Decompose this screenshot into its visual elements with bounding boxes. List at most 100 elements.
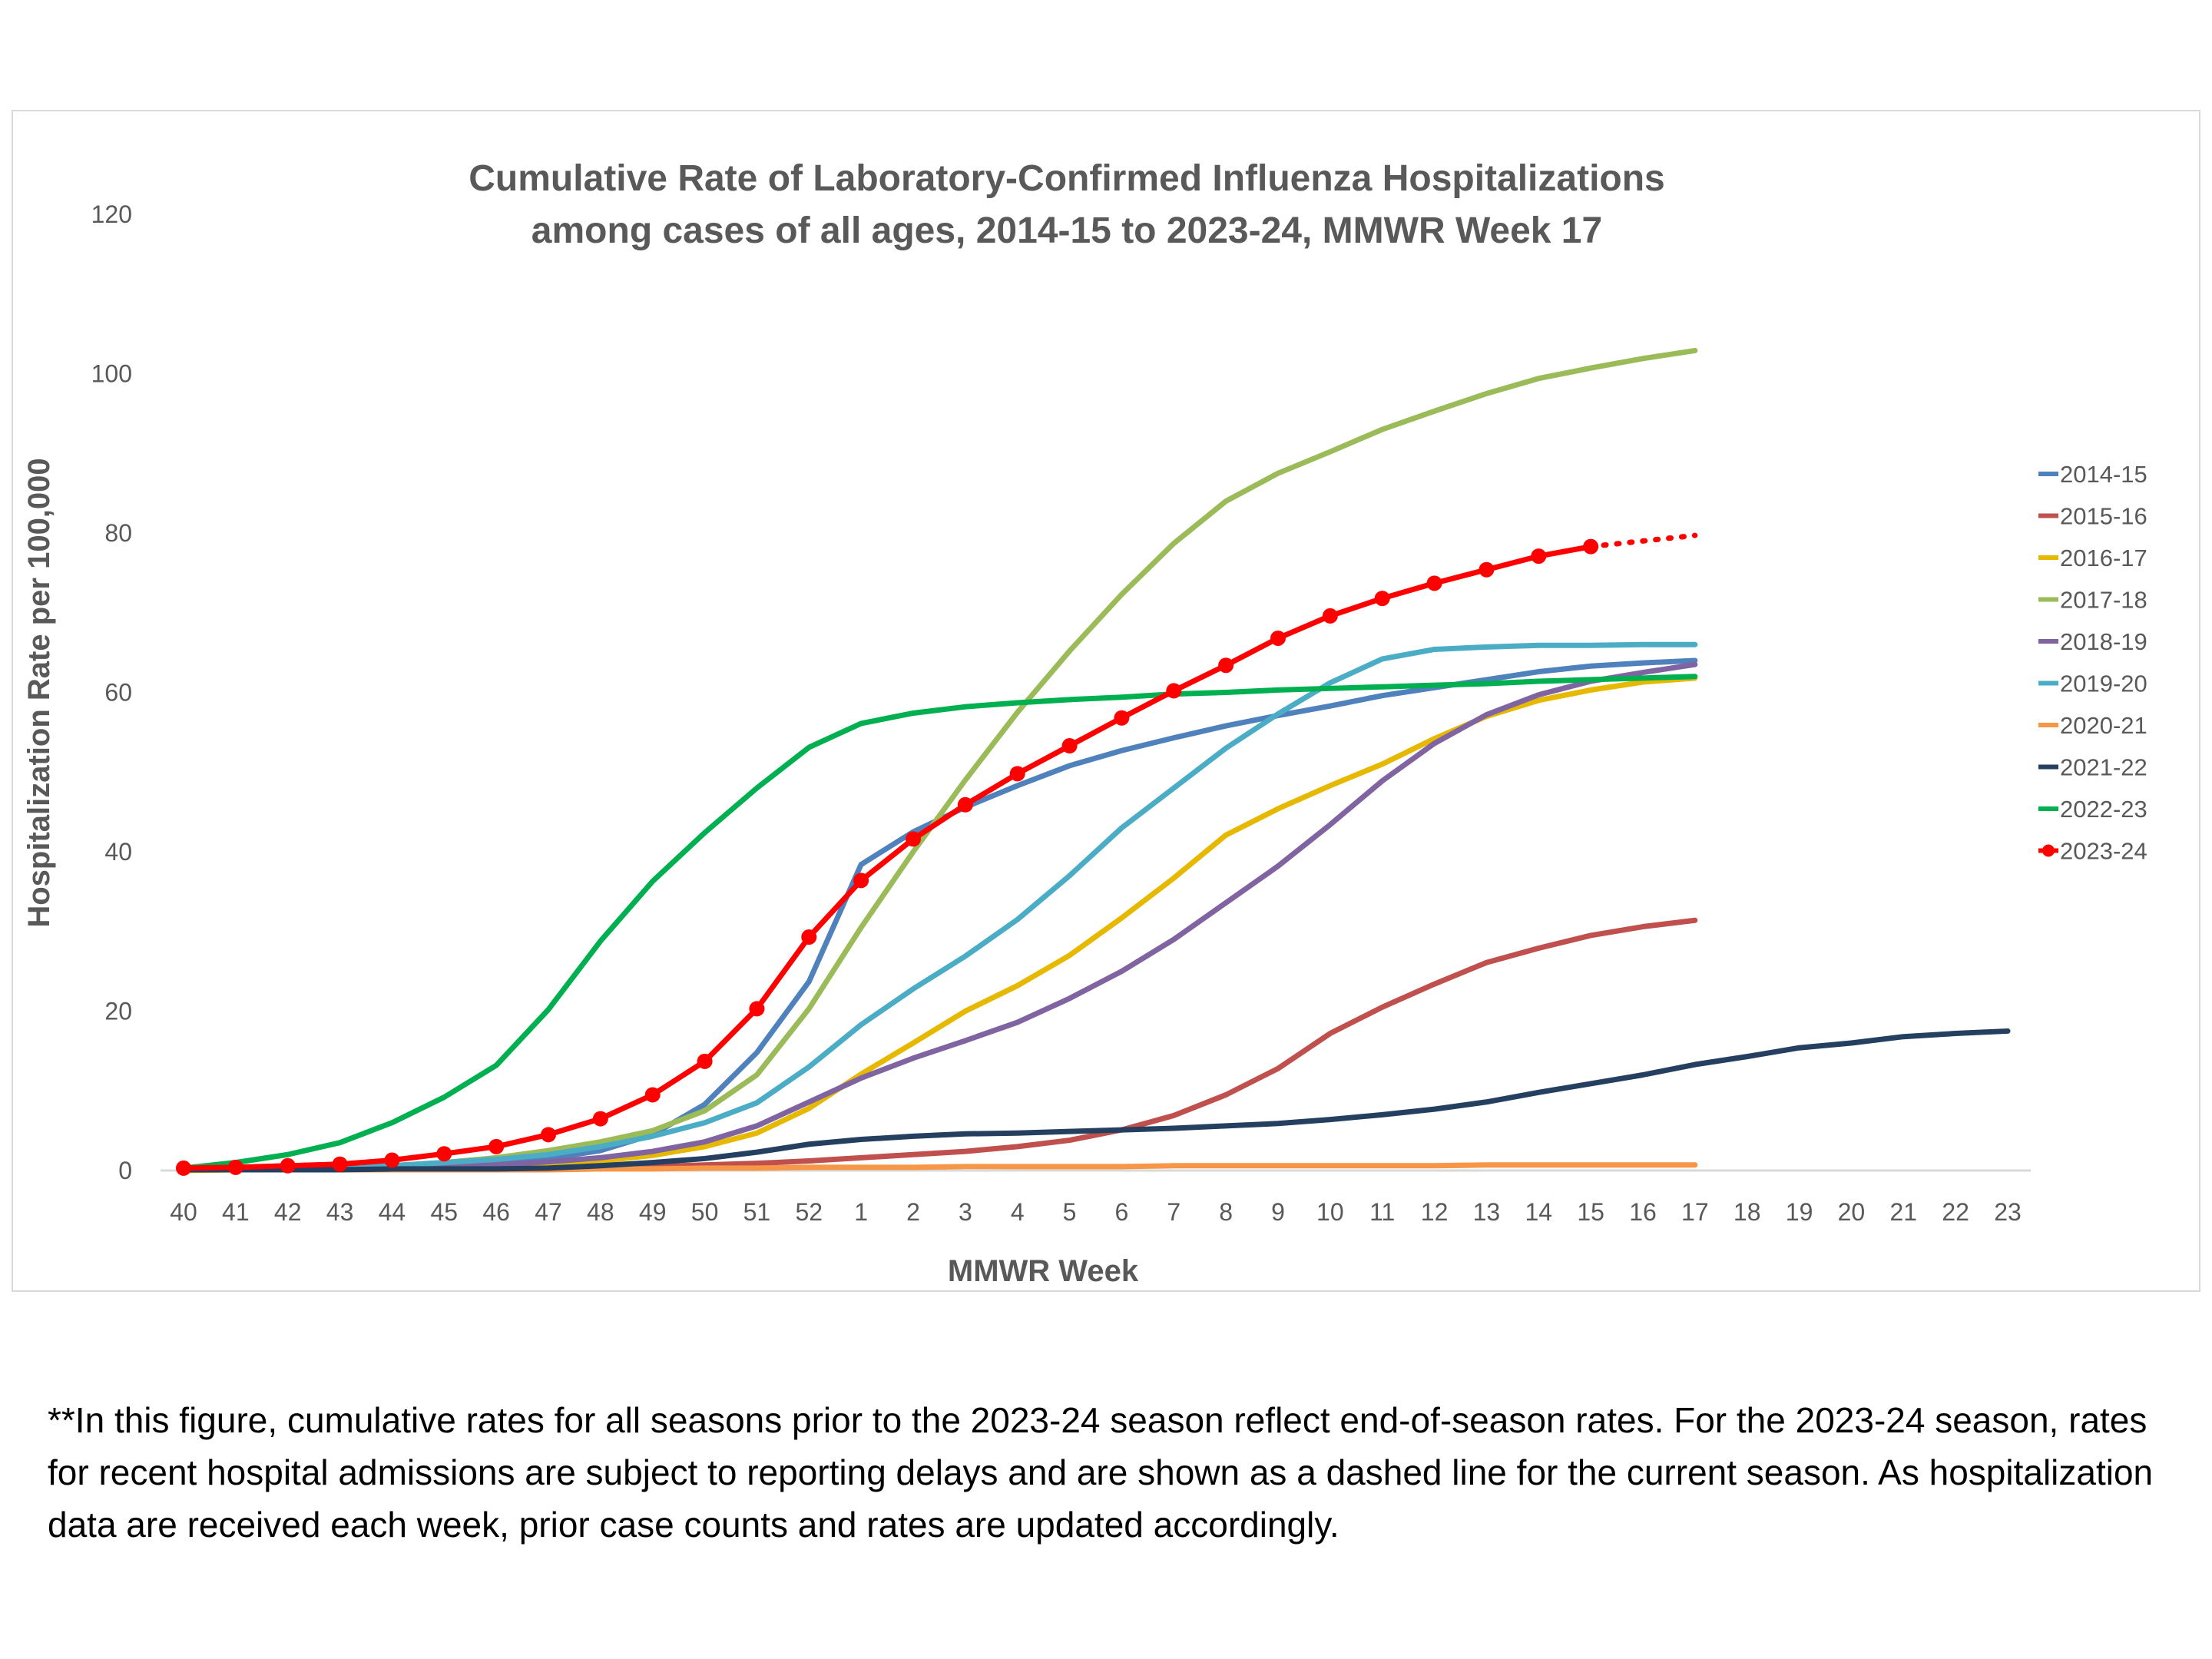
x-tick-label: 4 — [1011, 1198, 1025, 1226]
data-point-2023-24 — [1166, 683, 1182, 699]
legend-item: 2023-24 — [2038, 838, 2147, 865]
x-tick-label: 47 — [535, 1198, 562, 1226]
legend-item: 2015-16 — [2038, 503, 2147, 530]
series-line-2022-23 — [180, 674, 1698, 1171]
data-point-2023-24 — [749, 1001, 765, 1017]
y-tick-label: 0 — [118, 1157, 132, 1184]
legend-label: 2019-20 — [2060, 671, 2147, 697]
x-tick-label: 8 — [1219, 1198, 1233, 1226]
legend-label: 2020-21 — [2060, 712, 2147, 739]
data-point-2023-24 — [280, 1157, 296, 1174]
y-tick-label: 100 — [91, 360, 132, 388]
series-dashed-line-2023-24 — [1588, 532, 1698, 550]
legend-item: 2020-21 — [2038, 712, 2147, 739]
legend-item: 2022-23 — [2038, 796, 2147, 823]
series-line-2014-15 — [180, 657, 1698, 1173]
legend-label: 2015-16 — [2060, 503, 2147, 530]
y-tick-label: 120 — [91, 200, 132, 228]
x-tick-label: 7 — [1167, 1198, 1181, 1226]
x-tick-label: 18 — [1734, 1198, 1761, 1226]
data-point-2023-24 — [1426, 575, 1442, 591]
x-tick-label: 46 — [482, 1198, 510, 1226]
series-line-2016-17 — [180, 675, 1698, 1174]
chart-title-line-2: among cases of all ages, 2014-15 to 2023… — [531, 210, 1602, 251]
data-point-2023-24 — [332, 1156, 348, 1172]
data-point-2023-24 — [697, 1053, 713, 1069]
legend-item: 2016-17 — [2038, 545, 2147, 571]
legend-label: 2018-19 — [2060, 628, 2147, 655]
data-point-2023-24 — [1479, 561, 1495, 578]
legend-item: 2017-18 — [2038, 587, 2147, 614]
x-tick-label: 14 — [1525, 1198, 1552, 1226]
chart-title-line-1: Cumulative Rate of Laboratory-Confirmed … — [469, 158, 1665, 199]
x-tick-label: 19 — [1786, 1198, 1813, 1226]
data-point-2023-24 — [592, 1111, 608, 1127]
data-point-2023-24 — [1218, 657, 1234, 674]
data-point-2023-24 — [1583, 538, 1599, 555]
data-point-2023-24 — [853, 873, 869, 889]
x-tick-label: 20 — [1838, 1198, 1866, 1226]
legend-label: 2014-15 — [2060, 461, 2147, 488]
x-tick-label: 48 — [587, 1198, 614, 1226]
line-chart: Cumulative Rate of Laboratory-Confirmed … — [22, 158, 2147, 1288]
legend-marker — [2042, 844, 2055, 857]
x-tick-label: 49 — [639, 1198, 667, 1226]
data-point-2023-24 — [541, 1127, 556, 1143]
x-tick-label: 9 — [1271, 1198, 1285, 1226]
x-tick-label: 23 — [1994, 1198, 2022, 1226]
y-tick-label: 40 — [104, 838, 132, 866]
data-point-2023-24 — [227, 1159, 243, 1175]
x-tick-label: 43 — [326, 1198, 354, 1226]
x-tick-label: 17 — [1681, 1198, 1709, 1226]
x-tick-label: 22 — [1942, 1198, 1969, 1226]
data-point-2023-24 — [436, 1146, 452, 1162]
y-axis-label: Hospitalization Rate per 100,000 — [22, 458, 56, 927]
data-point-2023-24 — [488, 1138, 505, 1154]
data-point-2023-24 — [1114, 710, 1130, 726]
chart-frame — [12, 110, 2200, 1292]
x-tick-label: 2 — [906, 1198, 920, 1226]
x-tick-label: 40 — [170, 1198, 197, 1226]
x-tick-label: 16 — [1629, 1198, 1657, 1226]
legend-label: 2022-23 — [2060, 796, 2147, 823]
x-tick-label: 45 — [430, 1198, 458, 1226]
series-line-2019-20 — [180, 641, 1698, 1173]
x-tick-label: 1 — [854, 1198, 868, 1226]
x-tick-label: 44 — [379, 1198, 406, 1226]
data-point-2023-24 — [1270, 630, 1286, 646]
x-tick-label: 51 — [743, 1198, 771, 1226]
y-tick-label: 60 — [104, 679, 132, 707]
legend-item: 2019-20 — [2038, 671, 2147, 697]
x-tick-label: 50 — [691, 1198, 719, 1226]
x-tick-label: 13 — [1473, 1198, 1501, 1226]
data-point-2023-24 — [801, 929, 817, 945]
legend-label: 2021-22 — [2060, 754, 2147, 781]
data-point-2023-24 — [1009, 766, 1025, 782]
x-tick-label: 15 — [1577, 1198, 1604, 1226]
legend-item: 2018-19 — [2038, 628, 2147, 655]
data-point-2023-24 — [1531, 548, 1547, 565]
data-point-2023-24 — [957, 796, 973, 813]
y-tick-label: 80 — [104, 519, 132, 547]
y-tick-label: 20 — [104, 998, 132, 1025]
x-tick-label: 3 — [959, 1198, 972, 1226]
x-tick-label: 6 — [1115, 1198, 1129, 1226]
legend-label: 2023-24 — [2060, 838, 2147, 865]
data-point-2023-24 — [176, 1160, 191, 1176]
data-point-2023-24 — [1374, 591, 1390, 607]
x-tick-label: 21 — [1889, 1198, 1917, 1226]
series-line-2018-19 — [180, 661, 1698, 1173]
series-line-2021-22 — [180, 1028, 2011, 1173]
x-tick-label: 42 — [274, 1198, 302, 1226]
x-tick-label: 11 — [1369, 1198, 1395, 1226]
data-point-2023-24 — [644, 1087, 661, 1103]
data-point-2023-24 — [1322, 608, 1338, 624]
x-axis-label: MMWR Week — [948, 1254, 1139, 1288]
footnote: **In this figure, cumulative rates for a… — [48, 1400, 2154, 1545]
data-point-2023-24 — [1061, 738, 1078, 754]
legend-item: 2014-15 — [2038, 461, 2147, 488]
series-line-2015-16 — [180, 917, 1698, 1173]
legend-label: 2016-17 — [2060, 545, 2147, 571]
x-tick-label: 10 — [1316, 1198, 1344, 1226]
legend-item: 2021-22 — [2038, 754, 2147, 781]
